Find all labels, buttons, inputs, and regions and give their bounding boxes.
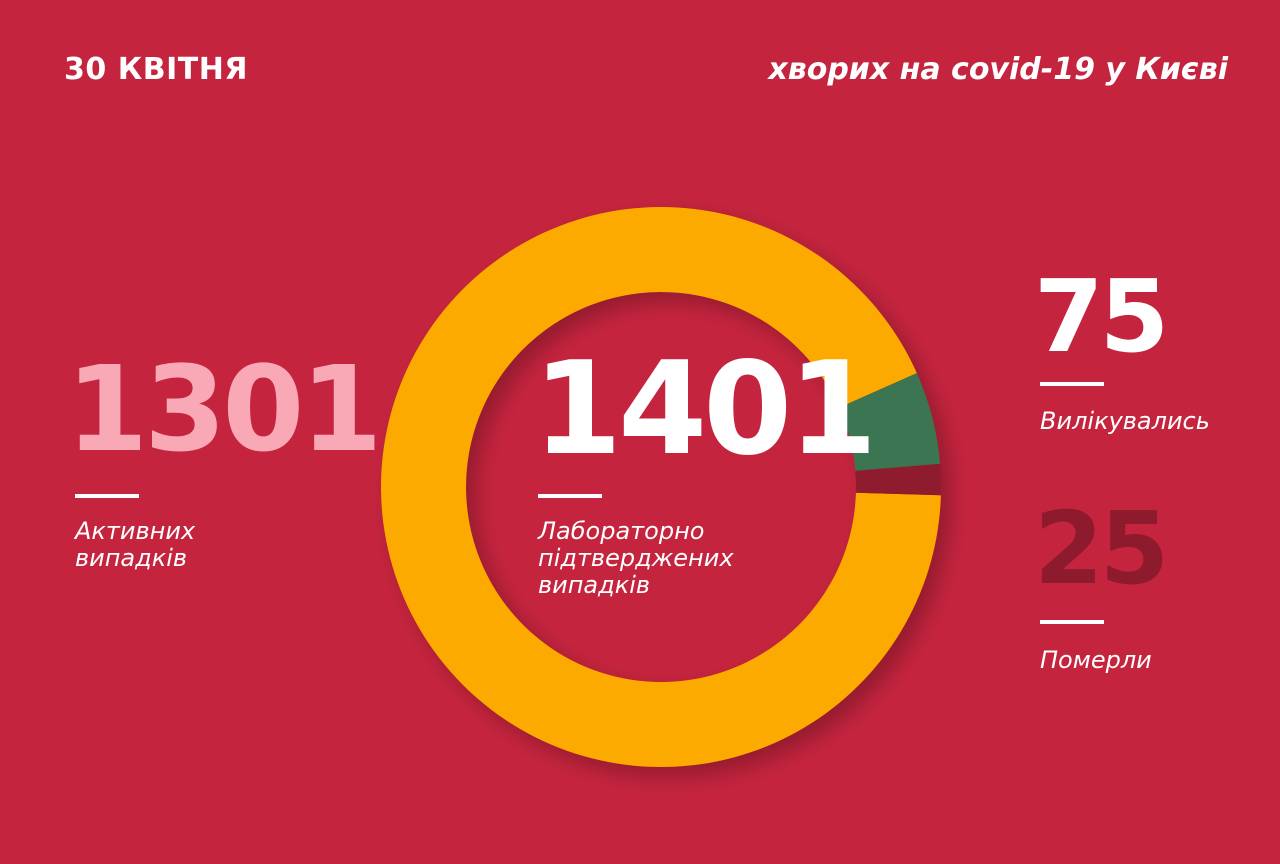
recovered-value: 75 [1034,258,1169,375]
label-line: Активних [75,517,196,545]
label-line: випадків [538,571,651,599]
donut-slice-Померли [855,463,941,496]
divider [75,494,139,498]
recovered-label: Вилікувались [1040,407,1210,435]
divider [1040,620,1104,624]
subtitle: хворих на covid-19 у Києві [768,52,1228,87]
divider [538,494,602,498]
deaths-label: Померли [1040,646,1152,674]
date-label: 30 КВІТНЯ [64,52,248,87]
divider [1040,382,1104,386]
label-line: підтверджених [538,544,734,572]
deaths-value: 25 [1034,490,1169,607]
donut-slice-Активних випадків [381,207,941,768]
donut-slice-Вилікувались [839,373,941,471]
active-cases-label: Активних випадків [75,518,195,572]
active-cases-value: 1301 [66,340,382,478]
total-cases-label: Лабораторно підтверджених випадків [538,518,734,599]
label-line: випадків [75,544,188,572]
label-line: Лабораторно [538,517,705,545]
total-cases-value: 1401 [533,335,877,484]
